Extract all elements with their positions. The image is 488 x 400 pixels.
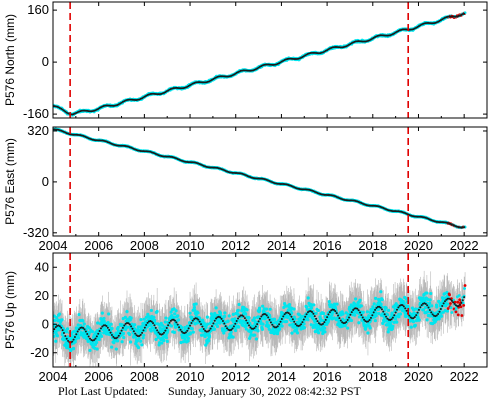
plot-area <box>53 127 467 236</box>
model-point <box>82 109 85 112</box>
east-panel: 2004 2006 2008 2010 2012 2014 2016 2018 2020 2022… <box>3 123 488 253</box>
y-tick-label: 160 <box>27 2 49 17</box>
daily-observations <box>53 15 450 117</box>
y-tick-label: -160 <box>23 106 49 121</box>
plot-area <box>53 2 467 118</box>
recent-solutions <box>446 11 467 20</box>
model-point <box>463 12 466 15</box>
y-axis-label: P576 North (mm) <box>3 14 17 106</box>
model-point <box>89 110 92 113</box>
north-panel: -160 0 160 P576 North (mm) <box>3 1 488 121</box>
model-fit <box>53 12 466 116</box>
y-tick-label: 0 <box>42 54 49 69</box>
plot-frame <box>52 1 488 119</box>
model-point <box>62 109 65 112</box>
